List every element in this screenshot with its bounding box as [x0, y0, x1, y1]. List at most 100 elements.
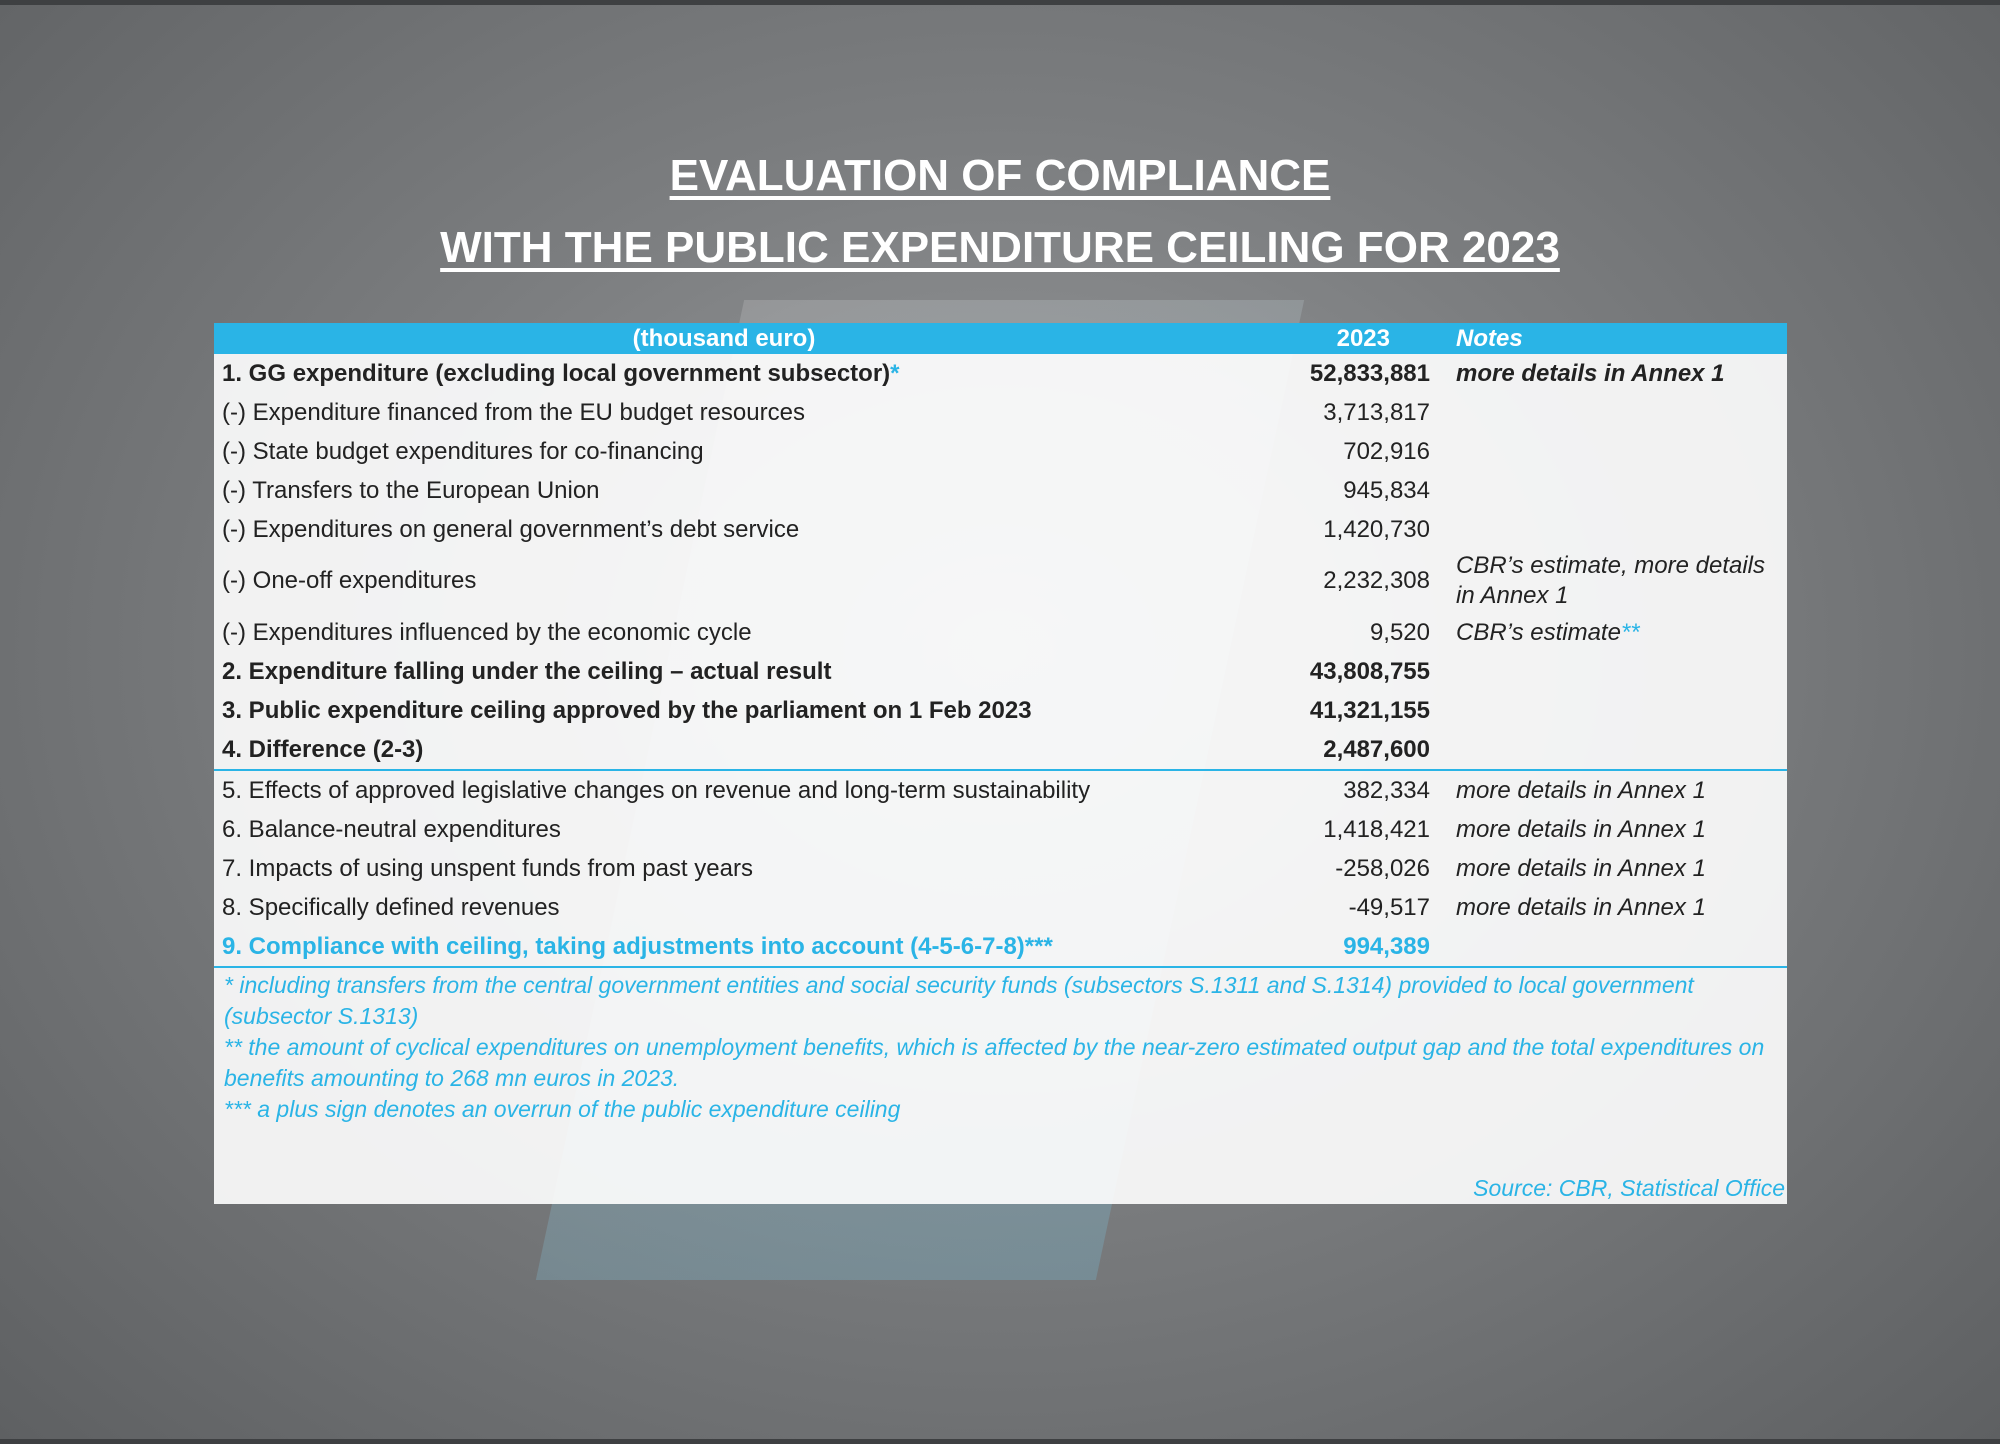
row-label: 6. Balance-neutral expenditures [214, 810, 1234, 849]
row-label: 5. Effects of approved legislative chang… [214, 770, 1234, 810]
label-text: 4. Difference (2-3) [222, 735, 424, 763]
row-value: 994,389 [1234, 927, 1430, 968]
row-note [1430, 432, 1787, 471]
row-label: (-) Expenditures influenced by the econo… [214, 613, 1234, 652]
row-note: CBR’s estimate, more details in Annex 1 [1430, 549, 1787, 613]
label-text: 6. Balance-neutral expenditures [222, 815, 561, 843]
row-value: 2,232,308 [1323, 567, 1430, 594]
row-note [1430, 691, 1787, 730]
row-value: 52,833,881 [1309, 359, 1430, 387]
label-text: (-) Transfers to the European Union [222, 476, 600, 504]
label-text: (-) Expenditures influenced by the econo… [222, 618, 752, 646]
note-mark: ** [1620, 618, 1640, 646]
note-text: more details in Annex 1 [1456, 776, 1706, 804]
label-text: (-) Expenditure financed from the EU bud… [222, 398, 805, 426]
row-value: -49,517 [1348, 893, 1430, 921]
note-text: more details in Annex 1 [1456, 893, 1706, 921]
row-note: more details in Annex 1 [1430, 888, 1787, 927]
row-value: -258,026 [1335, 854, 1430, 882]
row-note: more details in Annex 1 [1430, 354, 1787, 393]
table: (thousand euro) 2023 Notes 1. GG expendi… [214, 323, 1787, 968]
table-row: 3. Public expenditure ceiling approved b… [214, 691, 1787, 730]
row-label: 1. GG expenditure (excluding local gover… [214, 354, 1234, 393]
row-note: CBR’s estimate** [1430, 613, 1787, 652]
row-note [1430, 652, 1787, 691]
row-label: 4. Difference (2-3) [214, 730, 1234, 771]
row-note: more details in Annex 1 [1430, 810, 1787, 849]
note-text: more details in Annex 1 [1456, 815, 1706, 843]
table-row: 1. GG expenditure (excluding local gover… [214, 354, 1787, 393]
row-note [1430, 510, 1787, 549]
table-row: (-) Transfers to the European Union 945,8… [214, 471, 1787, 510]
footnote: * including transfers from the central g… [224, 972, 1694, 1029]
row-label: (-) Expenditure financed from the EU bud… [214, 393, 1234, 432]
row-note: more details in Annex 1 [1430, 770, 1787, 810]
table-row: 8. Specifically defined revenues -49,517 m… [214, 888, 1787, 927]
row-note: more details in Annex 1 [1430, 849, 1787, 888]
note-text: CBR’s estimate, more details in Annex 1 [1456, 552, 1765, 609]
table-row: 9. Compliance with ceiling, taking adjus… [214, 927, 1787, 968]
footnotes: * including transfers from the central g… [214, 968, 1787, 1127]
table-row: 4. Difference (2-3) 2,487,600 [214, 730, 1787, 771]
title-line: WITH THE PUBLIC EXPENDITURE CEILING FOR … [440, 223, 1560, 272]
table-body: 1. GG expenditure (excluding local gover… [214, 354, 1787, 968]
label-text: 1. GG expenditure (excluding local gover… [222, 359, 891, 387]
row-label: 8. Specifically defined revenues [214, 888, 1234, 927]
label-text: (-) Expenditures on general government’s… [222, 515, 800, 543]
row-value: 2,487,600 [1234, 730, 1430, 771]
row-label: 2. Expenditure falling under the ceiling… [214, 652, 1234, 691]
row-label: 7. Impacts of using unspent funds from p… [214, 849, 1234, 888]
note-text: more details in Annex 1 [1456, 854, 1706, 882]
row-label: 9. Compliance with ceiling, taking adjus… [214, 927, 1234, 968]
label-mark: * [890, 359, 900, 387]
label-text: 2. Expenditure falling under the ceiling… [222, 657, 832, 685]
source: Source: CBR, Statistical Office [1473, 1175, 1785, 1201]
table-row: (-) One-off expenditures 2,232,308 CBR’s e… [214, 549, 1787, 613]
table-box: (thousand euro) 2023 Notes 1. GG expendi… [214, 323, 1787, 1204]
note-text: CBR’s estimate [1456, 618, 1621, 646]
row-label: (-) Expenditures on general government’s… [214, 510, 1234, 549]
header-cell: (thousand euro) [214, 323, 1234, 354]
row-note [1430, 730, 1787, 771]
table-row: (-) Expenditures on general government’s… [214, 510, 1787, 549]
row-value: 945,834 [1343, 476, 1430, 504]
row-value: 1,420,730 [1323, 515, 1430, 543]
row-label: 3. Public expenditure ceiling approved b… [214, 691, 1234, 730]
row-value: 43,808,755 [1309, 657, 1430, 685]
note-text: more details in Annex 1 [1456, 359, 1725, 387]
row-label: (-) One-off expenditures [214, 549, 1234, 613]
row-note [1430, 927, 1787, 968]
row-value: 1,418,421 [1323, 815, 1430, 843]
table-row: (-) State budget expenditures for co-fin… [214, 432, 1787, 471]
table-row: (-) Expenditure financed from the EU bud… [214, 393, 1787, 432]
row-note [1430, 393, 1787, 432]
table-row: 6. Balance-neutral expenditures 1,418,421… [214, 810, 1787, 849]
row-note [1430, 471, 1787, 510]
title: EVALUATION OF COMPLIANCE WITH THE PUBLIC… [0, 140, 2000, 284]
label-text: 5. Effects of approved legislative chang… [222, 776, 1091, 804]
label-text: 3. Public expenditure ceiling approved b… [222, 696, 1032, 724]
row-value: 9,520 [1369, 618, 1430, 646]
header-cell: Notes [1430, 323, 1787, 354]
title-line: EVALUATION OF COMPLIANCE [669, 151, 1331, 200]
footnote: ** the amount of cyclical expenditures o… [224, 1034, 1765, 1091]
label-text: 9. Compliance with ceiling, taking adjus… [222, 932, 1053, 960]
label-text: 7. Impacts of using unspent funds from p… [222, 854, 753, 882]
label-text: (-) One-off expenditures [222, 567, 477, 594]
label-text: (-) State budget expenditures for co-fin… [222, 437, 704, 465]
row-value: 41,321,155 [1309, 696, 1430, 724]
row-label: (-) State budget expenditures for co-fin… [214, 432, 1234, 471]
table-row: 2. Expenditure falling under the ceiling… [214, 652, 1787, 691]
row-value: 382,334 [1343, 776, 1430, 804]
row-value: 3,713,817 [1323, 398, 1430, 426]
table-row: 7. Impacts of using unspent funds from p… [214, 849, 1787, 888]
label-text: 8. Specifically defined revenues [222, 893, 560, 921]
row-value: 702,916 [1343, 437, 1430, 465]
footnote: *** a plus sign denotes an overrun of th… [224, 1096, 901, 1122]
table-row: 5. Effects of approved legislative chang… [214, 770, 1787, 810]
table-row: (-) Expenditures influenced by the econo… [214, 613, 1787, 652]
row-label: (-) Transfers to the European Union [214, 471, 1234, 510]
header-cell: 2023 [1234, 323, 1430, 354]
